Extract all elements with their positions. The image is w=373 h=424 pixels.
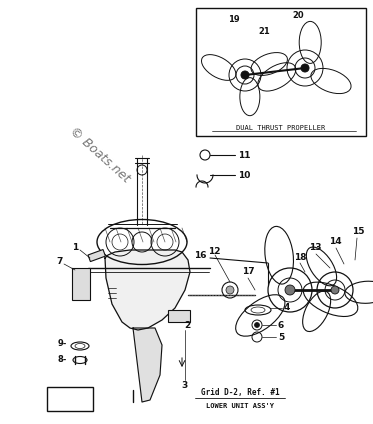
Text: © Boats.net: © Boats.net — [67, 125, 133, 185]
Text: 10: 10 — [238, 170, 250, 179]
Text: LOWER UNIT ASS'Y: LOWER UNIT ASS'Y — [206, 403, 274, 409]
Text: 8-: 8- — [58, 355, 68, 365]
Circle shape — [331, 286, 339, 294]
Text: 16: 16 — [194, 251, 206, 259]
Text: 1: 1 — [72, 243, 78, 253]
Text: 11: 11 — [238, 151, 251, 159]
Bar — [168, 310, 190, 322]
Text: 14: 14 — [329, 237, 341, 246]
Text: 21: 21 — [258, 28, 270, 36]
Circle shape — [226, 286, 234, 294]
Polygon shape — [133, 328, 162, 402]
FancyBboxPatch shape — [47, 387, 93, 411]
Text: 20: 20 — [292, 11, 304, 20]
Circle shape — [285, 285, 295, 295]
Text: 2: 2 — [184, 321, 190, 329]
Text: FWD: FWD — [61, 394, 79, 404]
Bar — [196, 8, 366, 136]
Text: 6: 6 — [278, 321, 284, 329]
Circle shape — [254, 323, 260, 327]
Text: 12: 12 — [208, 248, 220, 257]
Text: 3: 3 — [182, 380, 188, 390]
Text: 7: 7 — [57, 257, 63, 267]
Text: 9-: 9- — [58, 340, 68, 349]
Bar — [88, 250, 106, 262]
Text: 17: 17 — [242, 268, 254, 276]
Text: 4: 4 — [284, 302, 290, 312]
Text: 5: 5 — [278, 332, 284, 341]
Circle shape — [241, 71, 249, 79]
Text: DUAL THRUST PROPELLER: DUAL THRUST PROPELLER — [236, 125, 326, 131]
Bar — [72, 268, 90, 300]
Text: 13: 13 — [309, 243, 321, 253]
Text: 18: 18 — [294, 254, 306, 262]
Circle shape — [301, 64, 309, 72]
Polygon shape — [105, 250, 190, 330]
Text: 15: 15 — [352, 228, 364, 237]
Text: 19: 19 — [228, 16, 240, 25]
Text: Grid D-2, Ref. #1: Grid D-2, Ref. #1 — [201, 388, 279, 398]
